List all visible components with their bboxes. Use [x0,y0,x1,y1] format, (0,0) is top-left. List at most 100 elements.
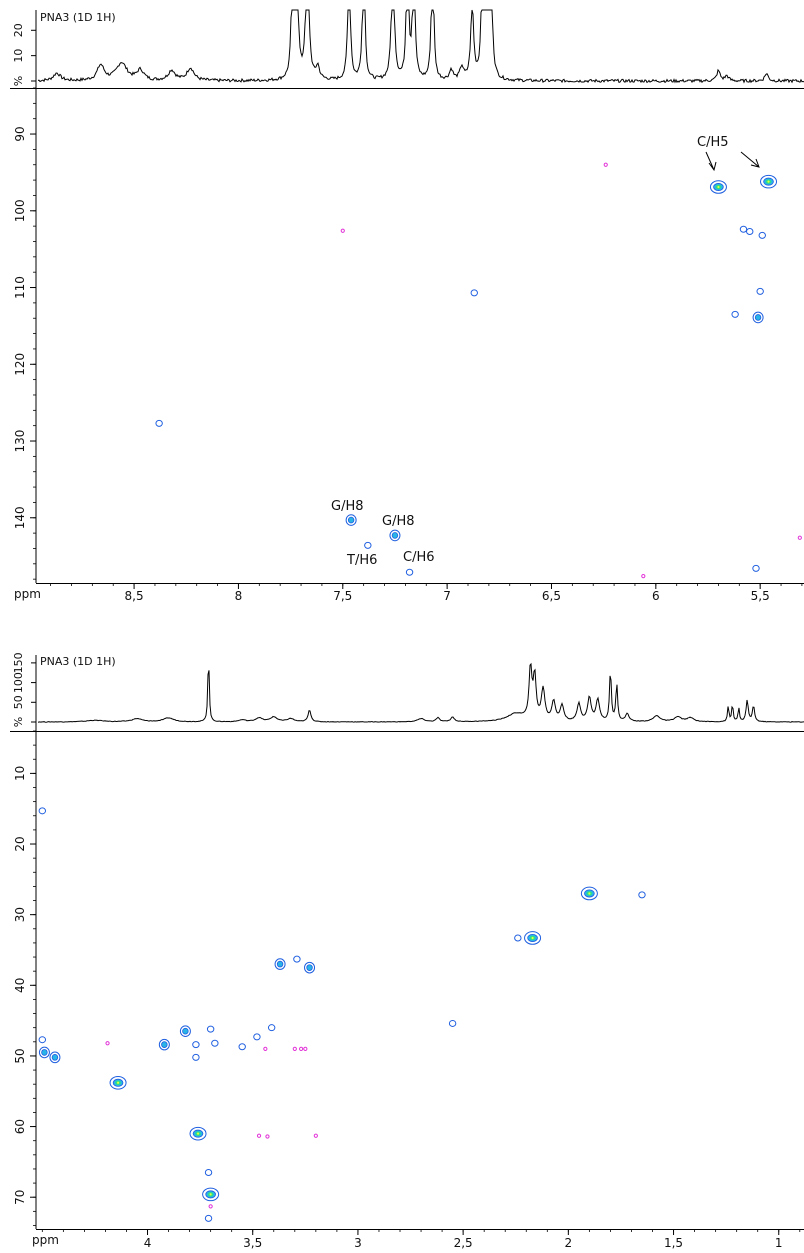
annotations: C/H5 G/H8 G/H8 T/H6 C/H6 [331,135,760,568]
negative-peak [313,1133,318,1138]
cross-peak [192,1041,200,1049]
x-axis-unit-label: ppm [32,1233,59,1247]
x-tick-label: 7,5 [333,589,352,603]
x-tick-label: 8,5 [125,589,144,603]
contour-outer [389,529,401,542]
contour-outer [364,541,372,549]
cross-peak [304,961,316,974]
contour-outer [709,180,727,194]
cross-peak [448,1019,457,1027]
contour-core [767,180,770,183]
contour-outer [304,961,316,974]
contour-outer [580,886,598,901]
cross-peak [364,541,372,549]
contour-peaks [155,162,802,579]
cross-peak [514,934,522,942]
annotation-c-h6: C/H6 [403,550,435,565]
contour-core [717,185,720,189]
cross-peak [158,1038,170,1051]
x-tick-label: 8 [235,589,243,603]
y-tick-label: 60 [13,1119,27,1134]
negative-peak [292,1046,297,1051]
y-tick-label: 90 [13,126,27,141]
contour-outer [109,1075,127,1090]
contour-outer [470,289,478,297]
contour-outer [38,1036,47,1044]
contour-outer [760,174,778,189]
negative-peak [299,1046,304,1051]
contour-outer [638,891,646,899]
contour-outer [204,1168,213,1176]
contour-outer [746,228,754,236]
contour-mid [161,1041,168,1048]
contour-mid [391,532,399,539]
projection-1d-spectrum [37,9,804,84]
y-tick-label: 100 [13,199,27,222]
cross-peak [189,1126,207,1141]
negative-peak [265,1134,270,1139]
contour-mid [182,1027,189,1035]
cross-peak [760,174,778,189]
projection-title: PNA3 (1D 1H) [40,655,116,668]
contour-outer [267,1024,276,1032]
contour-mid [754,314,762,321]
cross-peak [524,931,542,945]
contour-core [117,1081,120,1084]
y-tick-label: 130 [13,430,27,453]
y-axis-ticks: 90 100 110 120 130 140 [13,87,36,580]
y-tick-label: 40 [13,978,27,993]
arrow-icon [705,151,717,172]
cross-peak [709,180,727,194]
contour-outer [49,1051,61,1064]
cross-peak [38,807,47,815]
cross-peak [49,1051,61,1064]
negative-peak [263,1046,268,1051]
y-tick-label: 140 [13,506,27,529]
cross-peak [204,1214,213,1222]
contour-outer [38,807,47,815]
cross-peak [580,886,598,901]
cross-peak [274,958,286,970]
cross-peak [267,1024,276,1032]
cross-peak [638,891,646,899]
cross-peak [293,955,301,963]
cross-peak [202,1187,220,1202]
contour-core [209,1193,212,1196]
contour-outer [274,958,286,970]
negative-peak [641,573,646,579]
negative-peak [256,1133,262,1138]
x-tick-label: 6,5 [542,589,561,603]
cross-peak [38,1036,47,1044]
contour-outer [155,419,163,427]
contour-core [196,1132,200,1135]
cross-peak [206,1025,215,1033]
cross-peak [238,1043,246,1051]
annotation-c-h5: C/H5 [697,135,729,150]
projection-tick-label: 150 [12,652,25,673]
projection-tick-label: 100 [12,672,25,693]
cross-peak [109,1075,127,1090]
contour-core [588,892,591,895]
x-tick-label: 3 [354,1236,362,1250]
contour-outer [524,931,542,945]
cross-peak [752,564,760,572]
cross-peak [752,311,764,324]
contour-outer [204,1214,213,1222]
annotation-g-h8: G/H8 [331,499,364,514]
contour-outer [253,1033,261,1041]
x-tick-label: 1,5 [664,1236,683,1250]
y-tick-label: 30 [13,907,27,922]
negative-peak [603,162,608,167]
x-axis-ticks: 4 3,5 3 2,5 2 1,5 1 [41,1229,801,1250]
projection-y-ticks: 20 10% [12,23,36,86]
contour-outer [345,514,357,526]
cross-peak [731,310,739,318]
contour-mid [347,516,355,524]
contour-outer [158,1038,170,1051]
projection-tick-label: % [12,717,25,727]
contour-outer [179,1025,191,1038]
x-tick-label: 7 [443,589,451,603]
x-tick-label: 5,5 [751,589,770,603]
x-tick-label: 6 [652,589,660,603]
